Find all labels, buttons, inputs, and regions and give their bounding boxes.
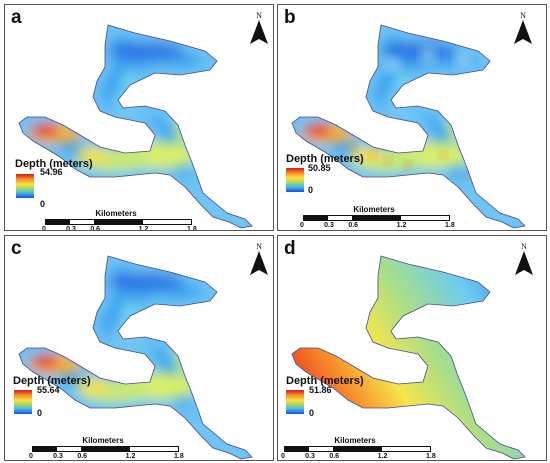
north-arrow-icon: N [514, 242, 534, 278]
legend-title: Depth (meters) [286, 375, 364, 387]
scale-tick-label: 1.8 [187, 226, 197, 231]
legend-max-value: 50.85 [308, 163, 331, 173]
depth-color-ramp [14, 390, 32, 414]
legend-min-value: 0 [308, 185, 314, 195]
scale-tick-label: 1.2 [138, 226, 149, 231]
lake-shoreline [291, 255, 526, 460]
scale-tick-label: 1.2 [377, 453, 388, 460]
scale-tick-label: 1.2 [125, 453, 136, 460]
scale-tick-label: 0 [300, 222, 304, 229]
panel-label: d [284, 238, 296, 259]
scale-tick-label: 0 [42, 226, 46, 231]
legend-min-value: 0 [40, 199, 46, 209]
panel-label: b [284, 7, 296, 28]
scale-tick-label: 0.3 [53, 453, 63, 460]
scale-bar-segments [284, 446, 431, 452]
map-panel-d: d N Depth (meters) 51.86 0 Kilometers 0 0.… [277, 235, 547, 461]
scale-title: Kilometers [334, 436, 376, 445]
north-arrow-icon: N [513, 11, 533, 47]
scale-tick-label: 0.6 [90, 226, 101, 231]
scale-tick-label: 1.8 [174, 453, 184, 460]
scale-tick-label: 1.8 [426, 453, 436, 460]
lake-depth-map [291, 255, 526, 460]
legend-title: Depth (meters) [286, 153, 364, 165]
scale-bar-segments [32, 446, 179, 452]
lake-depth-map [18, 255, 253, 460]
scale-bar-segments [45, 219, 192, 225]
scale-title: Kilometers [95, 209, 137, 218]
north-label: N [256, 11, 262, 20]
lake-shoreline [291, 24, 526, 229]
scale-tick-label: 0.3 [324, 222, 334, 229]
scale-tick-label: 1.8 [445, 222, 455, 229]
north-arrow-icon: N [249, 242, 269, 278]
panel-label: c [11, 238, 22, 259]
legend-title: Depth (meters) [15, 158, 93, 170]
legend-max-value: 55.64 [37, 385, 60, 395]
north-arrow-icon: N [249, 11, 269, 47]
north-label: N [520, 11, 526, 20]
scale-title: Kilometers [353, 205, 395, 214]
lake-depth-map [18, 24, 253, 229]
depth-color-ramp [16, 174, 34, 198]
map-panel-b: b N Depth (meters) 50.85 0 Kilometers 0 0.… [277, 4, 547, 231]
scale-bar-segments [303, 215, 450, 221]
lake-shoreline [18, 255, 253, 460]
scale-tick-label: 0.3 [66, 226, 76, 231]
scale-title: Kilometers [82, 436, 124, 445]
depth-color-ramp [286, 168, 304, 192]
legend-title: Depth (meters) [13, 375, 91, 387]
north-label: N [256, 242, 262, 251]
scale-tick-label: 0.6 [348, 222, 359, 229]
lake-shoreline [18, 24, 253, 229]
scale-tick-label: 0.6 [329, 453, 340, 460]
legend-max-value: 51.86 [309, 385, 332, 395]
scale-tick-label: 0 [29, 453, 33, 460]
scale-tick-label: 1.2 [396, 222, 407, 229]
legend-min-value: 0 [309, 408, 315, 418]
north-label: N [521, 242, 527, 251]
depth-color-ramp [286, 390, 304, 414]
lake-depth-map [291, 24, 526, 229]
scale-tick-label: 0.6 [77, 453, 88, 460]
map-panel-a: a N Depth (meters) 54.96 0 Kilometers 0 0.… [4, 4, 274, 231]
legend-min-value: 0 [37, 408, 43, 418]
legend-max-value: 54.96 [40, 167, 63, 177]
scale-tick-label: 0 [281, 453, 285, 460]
map-panel-c: c N Depth (meters) 55.64 0 Kilometers 0 0.… [4, 235, 274, 461]
panel-label: a [11, 7, 22, 28]
scale-tick-label: 0.3 [305, 453, 315, 460]
